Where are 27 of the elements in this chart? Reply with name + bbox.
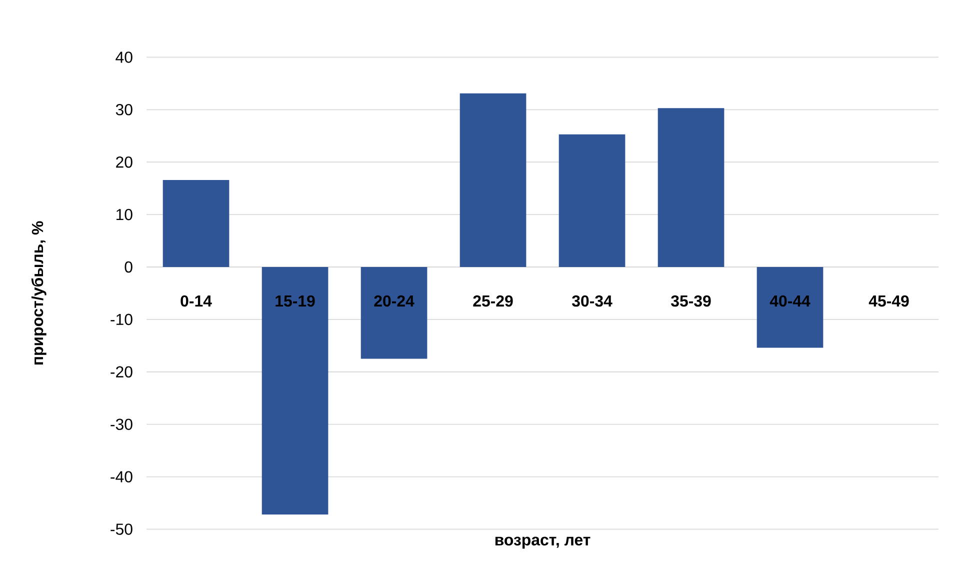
bar bbox=[658, 108, 724, 267]
y-tick-label: 40 bbox=[116, 52, 132, 63]
y-tick-label: -30 bbox=[110, 418, 132, 430]
x-tick-label: 25-29 bbox=[473, 295, 513, 307]
x-tick-label: 0-14 bbox=[180, 295, 212, 307]
y-tick-label: -10 bbox=[110, 314, 132, 326]
bar bbox=[460, 93, 526, 267]
y-tick-label: -50 bbox=[110, 524, 132, 535]
x-tick-label: 40-44 bbox=[770, 295, 810, 307]
y-tick-label: -20 bbox=[110, 366, 132, 378]
y-tick-label: 10 bbox=[116, 208, 132, 220]
x-tick-label: 35-39 bbox=[670, 295, 711, 307]
bar bbox=[162, 180, 230, 267]
x-tick-label: 30-34 bbox=[572, 295, 612, 307]
bar bbox=[558, 134, 626, 267]
bar bbox=[262, 266, 328, 515]
bar bbox=[360, 266, 428, 359]
x-tick-label: 15-19 bbox=[276, 295, 315, 307]
bar bbox=[756, 266, 824, 348]
y-tick-label: -40 bbox=[110, 471, 132, 482]
x-tick-label: 20-24 bbox=[374, 295, 414, 307]
y-axis-title: прирост/убыль, % bbox=[31, 221, 46, 365]
x-tick-label: 45-49 bbox=[868, 295, 909, 307]
y-tick-label: 0 bbox=[124, 261, 132, 273]
x-axis-title: возраст, лет bbox=[495, 536, 590, 549]
y-tick-label: 30 bbox=[116, 104, 132, 116]
y-tick-label: 20 bbox=[116, 156, 132, 168]
